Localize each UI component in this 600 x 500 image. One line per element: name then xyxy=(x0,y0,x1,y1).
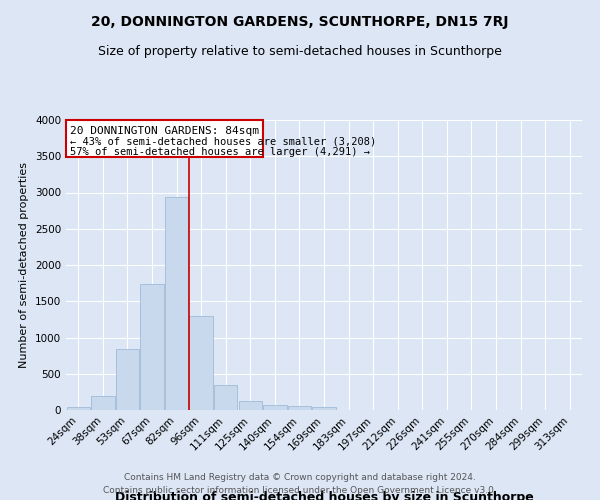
Bar xyxy=(239,402,262,410)
Bar xyxy=(288,406,311,410)
Bar xyxy=(214,386,238,410)
Text: 57% of semi-detached houses are larger (4,291) →: 57% of semi-detached houses are larger (… xyxy=(70,147,370,157)
Text: 20 DONNINGTON GARDENS: 84sqm: 20 DONNINGTON GARDENS: 84sqm xyxy=(70,126,259,136)
Text: Contains HM Land Registry data © Crown copyright and database right 2024.: Contains HM Land Registry data © Crown c… xyxy=(124,474,476,482)
Bar xyxy=(116,349,139,410)
Bar xyxy=(140,284,164,410)
Bar xyxy=(67,407,90,410)
Y-axis label: Number of semi-detached properties: Number of semi-detached properties xyxy=(19,162,29,368)
Text: 20, DONNINGTON GARDENS, SCUNTHORPE, DN15 7RJ: 20, DONNINGTON GARDENS, SCUNTHORPE, DN15… xyxy=(91,15,509,29)
Text: Distribution of semi-detached houses by size in Scunthorpe: Distribution of semi-detached houses by … xyxy=(115,491,533,500)
Bar xyxy=(91,396,115,410)
Bar xyxy=(66,120,263,157)
Bar xyxy=(165,197,188,410)
Text: Size of property relative to semi-detached houses in Scunthorpe: Size of property relative to semi-detach… xyxy=(98,45,502,58)
Text: Contains public sector information licensed under the Open Government Licence v3: Contains public sector information licen… xyxy=(103,486,497,495)
Bar xyxy=(313,407,335,410)
Text: ← 43% of semi-detached houses are smaller (3,208): ← 43% of semi-detached houses are smalle… xyxy=(70,136,376,146)
Bar xyxy=(190,316,213,410)
Bar xyxy=(263,405,287,410)
